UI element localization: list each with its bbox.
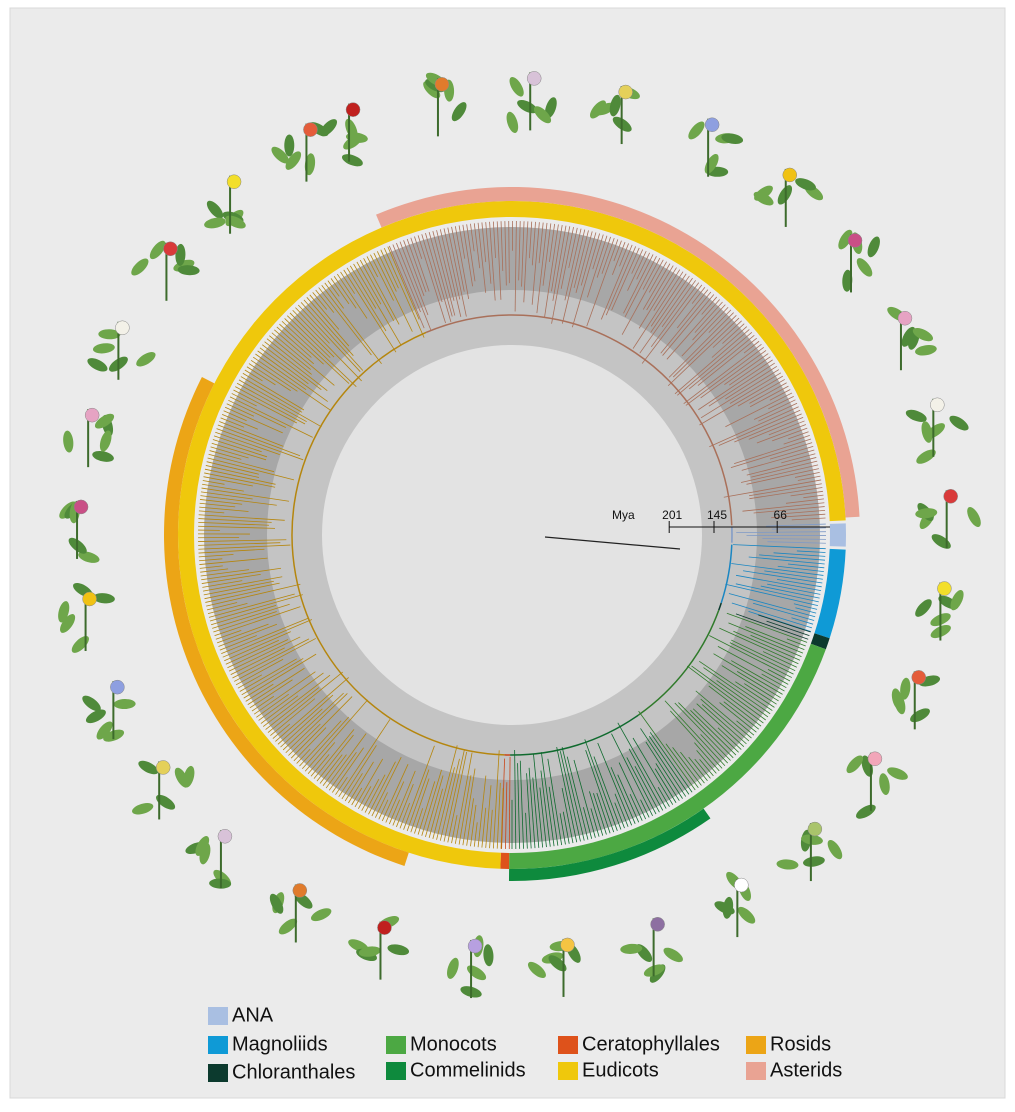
scale-tick-label: 145 xyxy=(707,508,727,522)
scale-tick-label: 201 xyxy=(662,508,682,522)
flower xyxy=(937,582,951,596)
flower xyxy=(303,123,317,137)
flower xyxy=(930,398,944,412)
legend-label: Monocots xyxy=(410,1033,497,1055)
legend-label: ANA xyxy=(232,1004,274,1026)
flower xyxy=(293,883,307,897)
legend-swatch xyxy=(558,1062,578,1080)
flower xyxy=(85,408,99,422)
legend-swatch xyxy=(746,1036,766,1054)
flower xyxy=(227,175,241,189)
flower xyxy=(619,85,633,99)
flower xyxy=(734,878,748,892)
flower xyxy=(346,103,360,117)
flower xyxy=(944,489,958,503)
figure: Mya 201 145 66 ANA Magnoliids Chloranthales M… xyxy=(0,0,1015,1107)
legend-label: Eudicots xyxy=(582,1059,659,1081)
flower xyxy=(163,242,177,256)
flower xyxy=(808,822,822,836)
flower xyxy=(868,752,882,766)
legend-label: Commelinids xyxy=(410,1059,526,1081)
legend-label: Rosids xyxy=(770,1033,831,1055)
legend-swatch xyxy=(208,1007,228,1025)
flower xyxy=(651,917,665,931)
flower xyxy=(561,938,575,952)
legend-label: Asterids xyxy=(770,1059,842,1081)
legend-swatch xyxy=(208,1064,228,1082)
legend-swatch xyxy=(558,1036,578,1054)
legend-label: Chloranthales xyxy=(232,1061,355,1083)
legend-swatch xyxy=(386,1036,406,1054)
clade-ring xyxy=(830,523,846,546)
flower xyxy=(156,760,170,774)
flower xyxy=(705,118,719,132)
flower xyxy=(377,921,391,935)
scale-unit: Mya xyxy=(612,508,635,522)
legend-label: Magnoliids xyxy=(232,1033,328,1055)
leaf xyxy=(284,134,294,156)
flower xyxy=(74,500,88,514)
flower xyxy=(898,311,912,325)
flower xyxy=(435,77,449,91)
legend-swatch xyxy=(746,1062,766,1080)
time-band-inner xyxy=(322,345,702,725)
legend-label: Ceratophyllales xyxy=(582,1033,720,1055)
flower xyxy=(848,233,862,247)
legend-swatch xyxy=(208,1036,228,1054)
page: Mya 201 145 66 ANA Magnoliids Chloranthales M… xyxy=(0,0,1015,1107)
flower xyxy=(110,680,124,694)
legend-swatch xyxy=(386,1062,406,1080)
flower xyxy=(115,321,129,335)
flower xyxy=(468,939,482,953)
flower xyxy=(83,592,97,606)
flower xyxy=(783,168,797,182)
flower xyxy=(912,670,926,684)
flower xyxy=(218,829,232,843)
scale-tick-label: 66 xyxy=(774,508,788,522)
clade-ring xyxy=(500,853,509,869)
flower xyxy=(527,71,541,85)
